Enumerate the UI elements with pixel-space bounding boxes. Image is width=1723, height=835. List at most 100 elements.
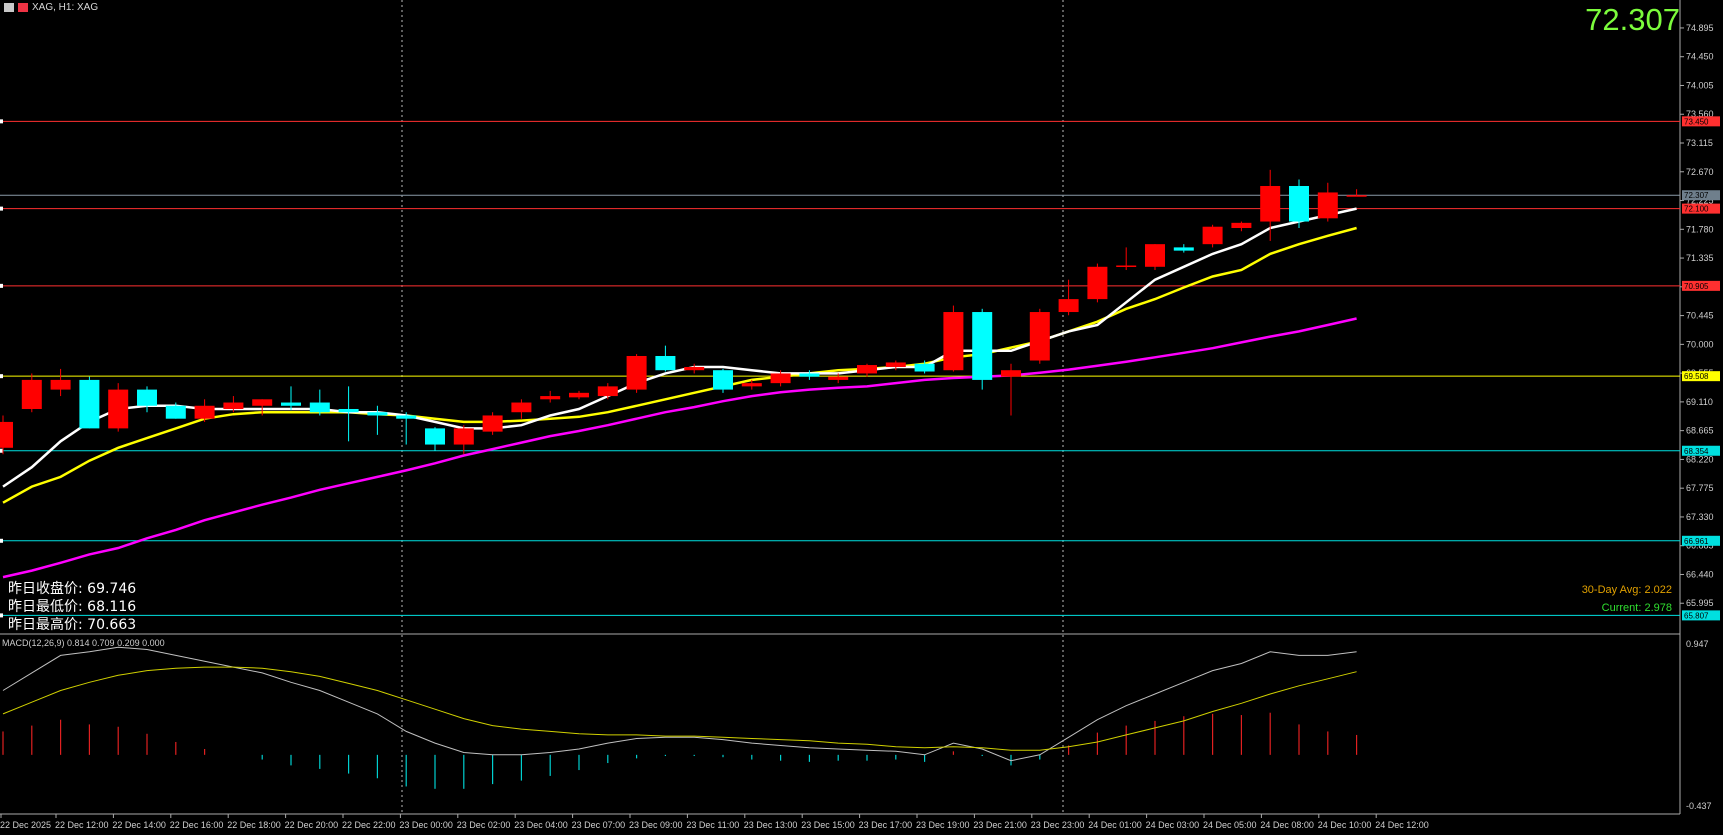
time-tick-label: 24 Dec 08:00 bbox=[1260, 820, 1314, 830]
level-tag-label: 66.961 bbox=[1684, 537, 1709, 546]
level-marker bbox=[0, 448, 3, 453]
level-marker bbox=[0, 119, 3, 124]
time-tick-label: 23 Dec 21:00 bbox=[973, 820, 1027, 830]
time-tick-label: 23 Dec 15:00 bbox=[801, 820, 855, 830]
info-value: 68.116 bbox=[87, 599, 137, 615]
symbol-icon bbox=[18, 3, 28, 12]
time-tick-label: 22 Dec 14:00 bbox=[112, 820, 166, 830]
time-tick-label: 23 Dec 09:00 bbox=[629, 820, 683, 830]
candle-body bbox=[338, 408, 359, 413]
candle-body bbox=[597, 386, 618, 397]
price-tick-label: 74.450 bbox=[1686, 52, 1714, 62]
price-tick-label: 71.335 bbox=[1686, 253, 1714, 263]
info-label: 昨日收盘价 bbox=[8, 581, 78, 597]
price-tick-label: 68.665 bbox=[1686, 426, 1714, 436]
candle-body bbox=[1173, 247, 1194, 251]
candle-body bbox=[943, 312, 964, 371]
candle-body bbox=[1317, 192, 1338, 219]
candle-body bbox=[799, 373, 820, 377]
level-tag-bg bbox=[1682, 610, 1720, 621]
price-tick-label: 65.995 bbox=[1686, 598, 1714, 608]
ma-mid-line bbox=[2, 226, 1357, 504]
candle-body bbox=[1145, 244, 1165, 267]
candle-body bbox=[626, 355, 647, 390]
candle-body bbox=[281, 402, 301, 406]
candle-body bbox=[828, 376, 849, 380]
candle-body bbox=[540, 396, 561, 400]
time-tick-label: 24 Dec 10:00 bbox=[1318, 820, 1372, 830]
price-tick-label: 70.000 bbox=[1686, 339, 1714, 349]
macd-signal-line bbox=[2, 666, 1357, 751]
candle-body bbox=[137, 389, 157, 406]
level-tag-bg bbox=[1682, 190, 1720, 201]
macd-tick-label: -0.437 bbox=[1686, 801, 1712, 811]
candle-body bbox=[1346, 195, 1367, 197]
candle-body bbox=[165, 405, 186, 419]
price-tick-label: 73.115 bbox=[1686, 138, 1713, 148]
candle-body bbox=[482, 415, 503, 432]
candle-body bbox=[425, 428, 445, 445]
info-prev-low: 昨日最低价: 68.116 bbox=[8, 599, 137, 615]
candle-body bbox=[1058, 299, 1079, 313]
candle-body bbox=[1116, 265, 1137, 267]
info-prev-high: 昨日最高价: 70.663 bbox=[8, 617, 137, 633]
candle-body bbox=[194, 405, 215, 419]
price-tick-label: 72.670 bbox=[1686, 167, 1714, 177]
candle-body bbox=[972, 312, 993, 380]
time-tick-label: 24 Dec 05:00 bbox=[1203, 820, 1257, 830]
level-marker bbox=[0, 613, 3, 618]
candle-body bbox=[857, 365, 877, 374]
level-marker bbox=[0, 374, 3, 379]
time-tick-label: 23 Dec 23:00 bbox=[1031, 820, 1085, 830]
candle-body bbox=[684, 366, 705, 371]
level-marker bbox=[0, 538, 3, 543]
level-tag-bg bbox=[1682, 445, 1720, 456]
ma-fast-line bbox=[2, 207, 1357, 488]
price-tick-label: 70.445 bbox=[1686, 311, 1714, 321]
info-label: 昨日最高价 bbox=[8, 617, 78, 633]
symbol-label: XAG, H1: XAG bbox=[32, 2, 99, 13]
time-tick-label: 24 Dec 01:00 bbox=[1088, 820, 1142, 830]
level-tag-label: 72.307 bbox=[1684, 191, 1709, 200]
macd-main-line bbox=[2, 646, 1357, 762]
candle-body bbox=[914, 363, 935, 372]
avg-stat: 30-Day Avg: 2.022 bbox=[1581, 584, 1672, 596]
candle-body bbox=[741, 383, 762, 387]
candle-body bbox=[50, 379, 71, 390]
candle-body bbox=[0, 421, 13, 448]
time-tick-label: 23 Dec 00:00 bbox=[399, 820, 453, 830]
price-tick-label: 74.005 bbox=[1686, 80, 1714, 90]
candle-body bbox=[252, 399, 273, 406]
level-tag-bg bbox=[1682, 371, 1720, 382]
level-tag-bg bbox=[1682, 280, 1720, 291]
time-tick-label: 22 Dec 16:00 bbox=[170, 820, 224, 830]
level-tag-bg bbox=[1682, 535, 1720, 546]
price-tick-label: 66.440 bbox=[1686, 569, 1714, 579]
time-tick-label: 22 Dec 18:00 bbox=[227, 820, 281, 830]
macd-label: MACD(12,26,9) 0.814 0.709 0.209 0.000 bbox=[2, 638, 165, 648]
level-tag-label: 68.354 bbox=[1684, 447, 1709, 456]
candle-body bbox=[367, 412, 388, 416]
candle-body bbox=[453, 428, 474, 445]
price-tick-label: 67.330 bbox=[1686, 512, 1714, 522]
level-tag-label: 65.807 bbox=[1684, 611, 1709, 620]
candle-body bbox=[396, 415, 417, 419]
info-value: 69.746 bbox=[87, 581, 137, 597]
current-stat: Current: 2.978 bbox=[1601, 602, 1672, 614]
time-tick-label: 22 Dec 20:00 bbox=[285, 820, 339, 830]
price-tick-label: 74.895 bbox=[1686, 23, 1714, 33]
candle-body bbox=[21, 379, 42, 409]
candle-body bbox=[1029, 312, 1050, 361]
candle-body bbox=[1001, 370, 1021, 377]
price-tick-label: 73.560 bbox=[1686, 109, 1714, 119]
info-value: 70.663 bbox=[87, 617, 137, 633]
level-marker bbox=[0, 206, 3, 211]
chart-header: XAG, H1: XAG bbox=[4, 2, 98, 13]
price-tick-label: 67.775 bbox=[1686, 483, 1714, 493]
candle-body bbox=[223, 402, 244, 409]
candle-body bbox=[655, 355, 676, 371]
candle-body bbox=[108, 389, 129, 429]
candle-body bbox=[1202, 226, 1223, 245]
time-tick-label: 23 Dec 19:00 bbox=[916, 820, 970, 830]
